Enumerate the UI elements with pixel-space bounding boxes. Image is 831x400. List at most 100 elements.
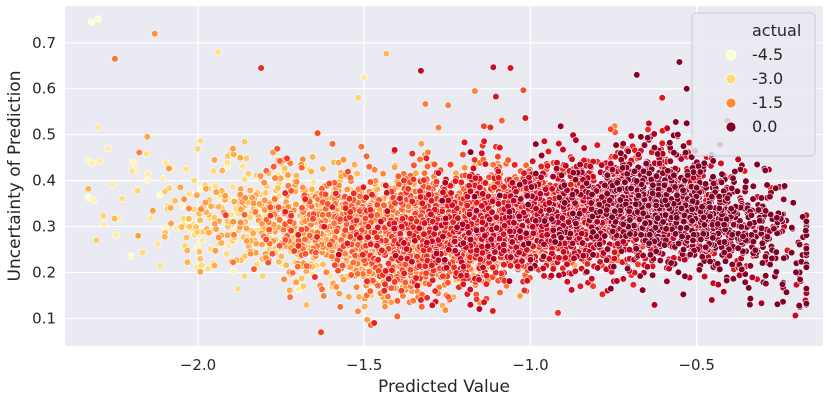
scatter-point	[201, 198, 210, 206]
scatter-point	[94, 124, 102, 132]
scatter-point	[431, 287, 439, 295]
scatter-point	[619, 275, 627, 283]
scatter-point	[509, 197, 518, 205]
scatter-point	[301, 195, 309, 203]
scatter-point	[380, 201, 388, 209]
scatter-point	[518, 257, 526, 265]
scatter-point	[423, 239, 431, 247]
scatter-point	[445, 246, 453, 254]
scatter-point	[401, 278, 409, 287]
scatter-point	[294, 242, 303, 250]
scatter-point	[336, 215, 344, 223]
scatter-point	[555, 140, 563, 148]
scatter-point	[319, 165, 327, 173]
scatter-point	[262, 189, 270, 197]
scatter-point	[476, 255, 485, 263]
scatter-point	[215, 233, 223, 242]
scatter-point	[559, 146, 567, 154]
scatter-point	[380, 287, 388, 295]
scatter-point	[284, 171, 292, 179]
scatter-point	[567, 286, 576, 294]
scatter-point	[258, 220, 266, 228]
scatter-point	[586, 162, 594, 170]
scatter-point	[287, 212, 295, 220]
scatter-point	[262, 235, 270, 244]
scatter-point	[249, 199, 258, 207]
scatter-point	[354, 93, 362, 102]
scatter-point	[447, 189, 455, 197]
scatter-point	[178, 202, 186, 210]
scatter-point	[382, 181, 390, 190]
scatter-point	[430, 230, 438, 238]
scatter-point	[100, 220, 108, 228]
scatter-point	[366, 178, 375, 186]
scatter-point	[309, 215, 317, 223]
scatter-point	[230, 198, 238, 206]
scatter-point	[465, 229, 473, 237]
scatter-point	[129, 158, 137, 166]
scatter-point	[225, 242, 233, 250]
scatter-point	[374, 223, 382, 231]
scatter-point	[593, 141, 601, 149]
scatter-point	[230, 150, 238, 158]
scatter-point	[481, 160, 490, 168]
scatter-point	[475, 305, 484, 313]
scatter-point	[428, 301, 436, 309]
scatter-point	[251, 208, 259, 216]
scatter-point	[197, 205, 205, 213]
scatter-point	[185, 223, 193, 231]
scatter-point	[469, 164, 478, 172]
scatter-point	[588, 275, 596, 283]
scatter-point	[510, 219, 518, 227]
scatter-point	[182, 165, 190, 173]
scatter-point	[182, 233, 191, 242]
scatter-point	[335, 290, 343, 298]
scatter-point	[457, 272, 465, 280]
scatter-point	[104, 144, 112, 152]
scatter-point	[276, 216, 284, 224]
scatter-point	[88, 159, 97, 167]
scatter-point	[409, 223, 417, 231]
scatter-point	[461, 164, 469, 172]
scatter-point	[221, 192, 229, 200]
scatter-point	[580, 144, 588, 152]
scatter-point	[596, 258, 604, 266]
scatter-point	[478, 149, 486, 157]
scatter-point	[286, 286, 294, 294]
scatter-point	[482, 280, 491, 288]
scatter-point	[151, 29, 159, 38]
scatter-point	[325, 179, 333, 188]
scatter-point	[202, 185, 210, 193]
scatter-point	[298, 164, 306, 172]
scatter-point	[500, 241, 508, 249]
scatter-point	[439, 272, 447, 280]
scatter-point	[128, 167, 136, 175]
scatter-point	[361, 302, 369, 311]
scatter-point	[516, 234, 525, 242]
scatter-point	[294, 263, 302, 271]
scatter-point	[289, 269, 297, 277]
scatter-point	[486, 215, 494, 223]
scatter-point	[237, 205, 245, 213]
scatter-point	[271, 195, 279, 203]
scatter-point	[250, 265, 258, 273]
scatter-point	[391, 163, 399, 171]
scatter-point	[571, 267, 579, 275]
scatter-point	[459, 263, 468, 271]
scatter-point	[439, 188, 447, 196]
scatter-point	[260, 179, 268, 187]
scatter-point	[286, 293, 294, 301]
scatter-point	[195, 248, 203, 256]
scatter-point	[159, 175, 167, 183]
scatter-point	[297, 275, 306, 283]
scatter-point	[548, 185, 556, 193]
scatter-point	[193, 191, 201, 199]
scatter-point	[529, 223, 537, 231]
scatter-point	[504, 156, 512, 164]
scatter-point	[425, 191, 433, 199]
scatter-point	[734, 155, 742, 163]
scatter-point	[180, 195, 188, 203]
scatter-point	[176, 183, 184, 191]
scatter-point	[354, 270, 362, 278]
scatter-point	[118, 195, 127, 203]
